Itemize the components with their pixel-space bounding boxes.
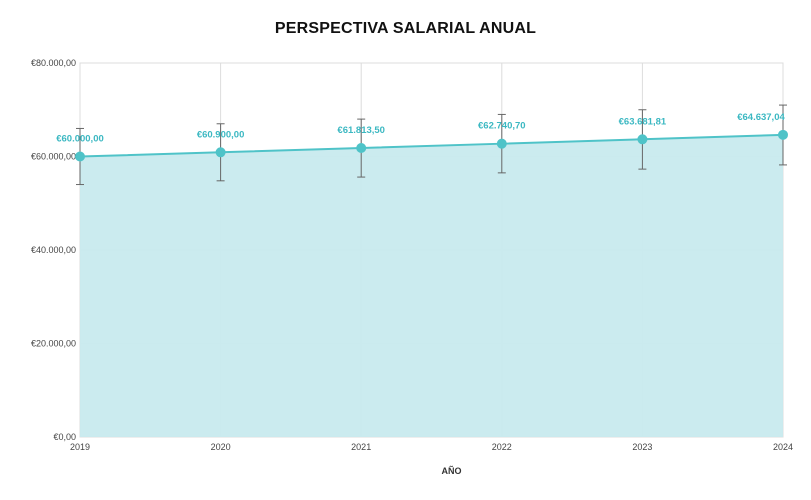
series-line	[79, 133, 784, 158]
y-tick-label: €60.000,00	[31, 152, 76, 162]
data-label: €63.681,81	[619, 116, 667, 127]
data-point[interactable]	[215, 147, 226, 158]
data-point[interactable]	[637, 134, 648, 145]
chart-title: PERSPECTIVA SALARIAL ANUAL	[274, 20, 537, 37]
data-label: €62.740,70	[478, 121, 526, 132]
y-tick-label: €80.000,00	[31, 58, 76, 68]
y-tick-label: €0,00	[53, 432, 76, 442]
x-tick-label: 2022	[492, 442, 512, 452]
y-tick-label: €40.000,00	[31, 245, 76, 255]
data-label: €64.637,04	[737, 112, 785, 123]
x-tick-label: 2019	[70, 442, 90, 452]
data-point[interactable]	[778, 129, 788, 140]
data-point[interactable]	[75, 151, 85, 162]
y-tick-label: €20.000,00	[31, 339, 76, 349]
x-tick-label: 2023	[632, 442, 652, 452]
x-tick-label: 2021	[351, 442, 371, 452]
data-label: €60.000,00	[56, 134, 104, 145]
data-label: €60.900,00	[197, 129, 245, 140]
data-label: €61.813,50	[337, 125, 385, 136]
x-tick-label: 2020	[211, 442, 231, 452]
data-point[interactable]	[356, 143, 367, 154]
area-fill	[80, 134, 783, 437]
data-point[interactable]	[496, 138, 507, 149]
x-axis-title: AÑO	[442, 466, 462, 476]
x-tick-label: 2024	[773, 442, 793, 452]
